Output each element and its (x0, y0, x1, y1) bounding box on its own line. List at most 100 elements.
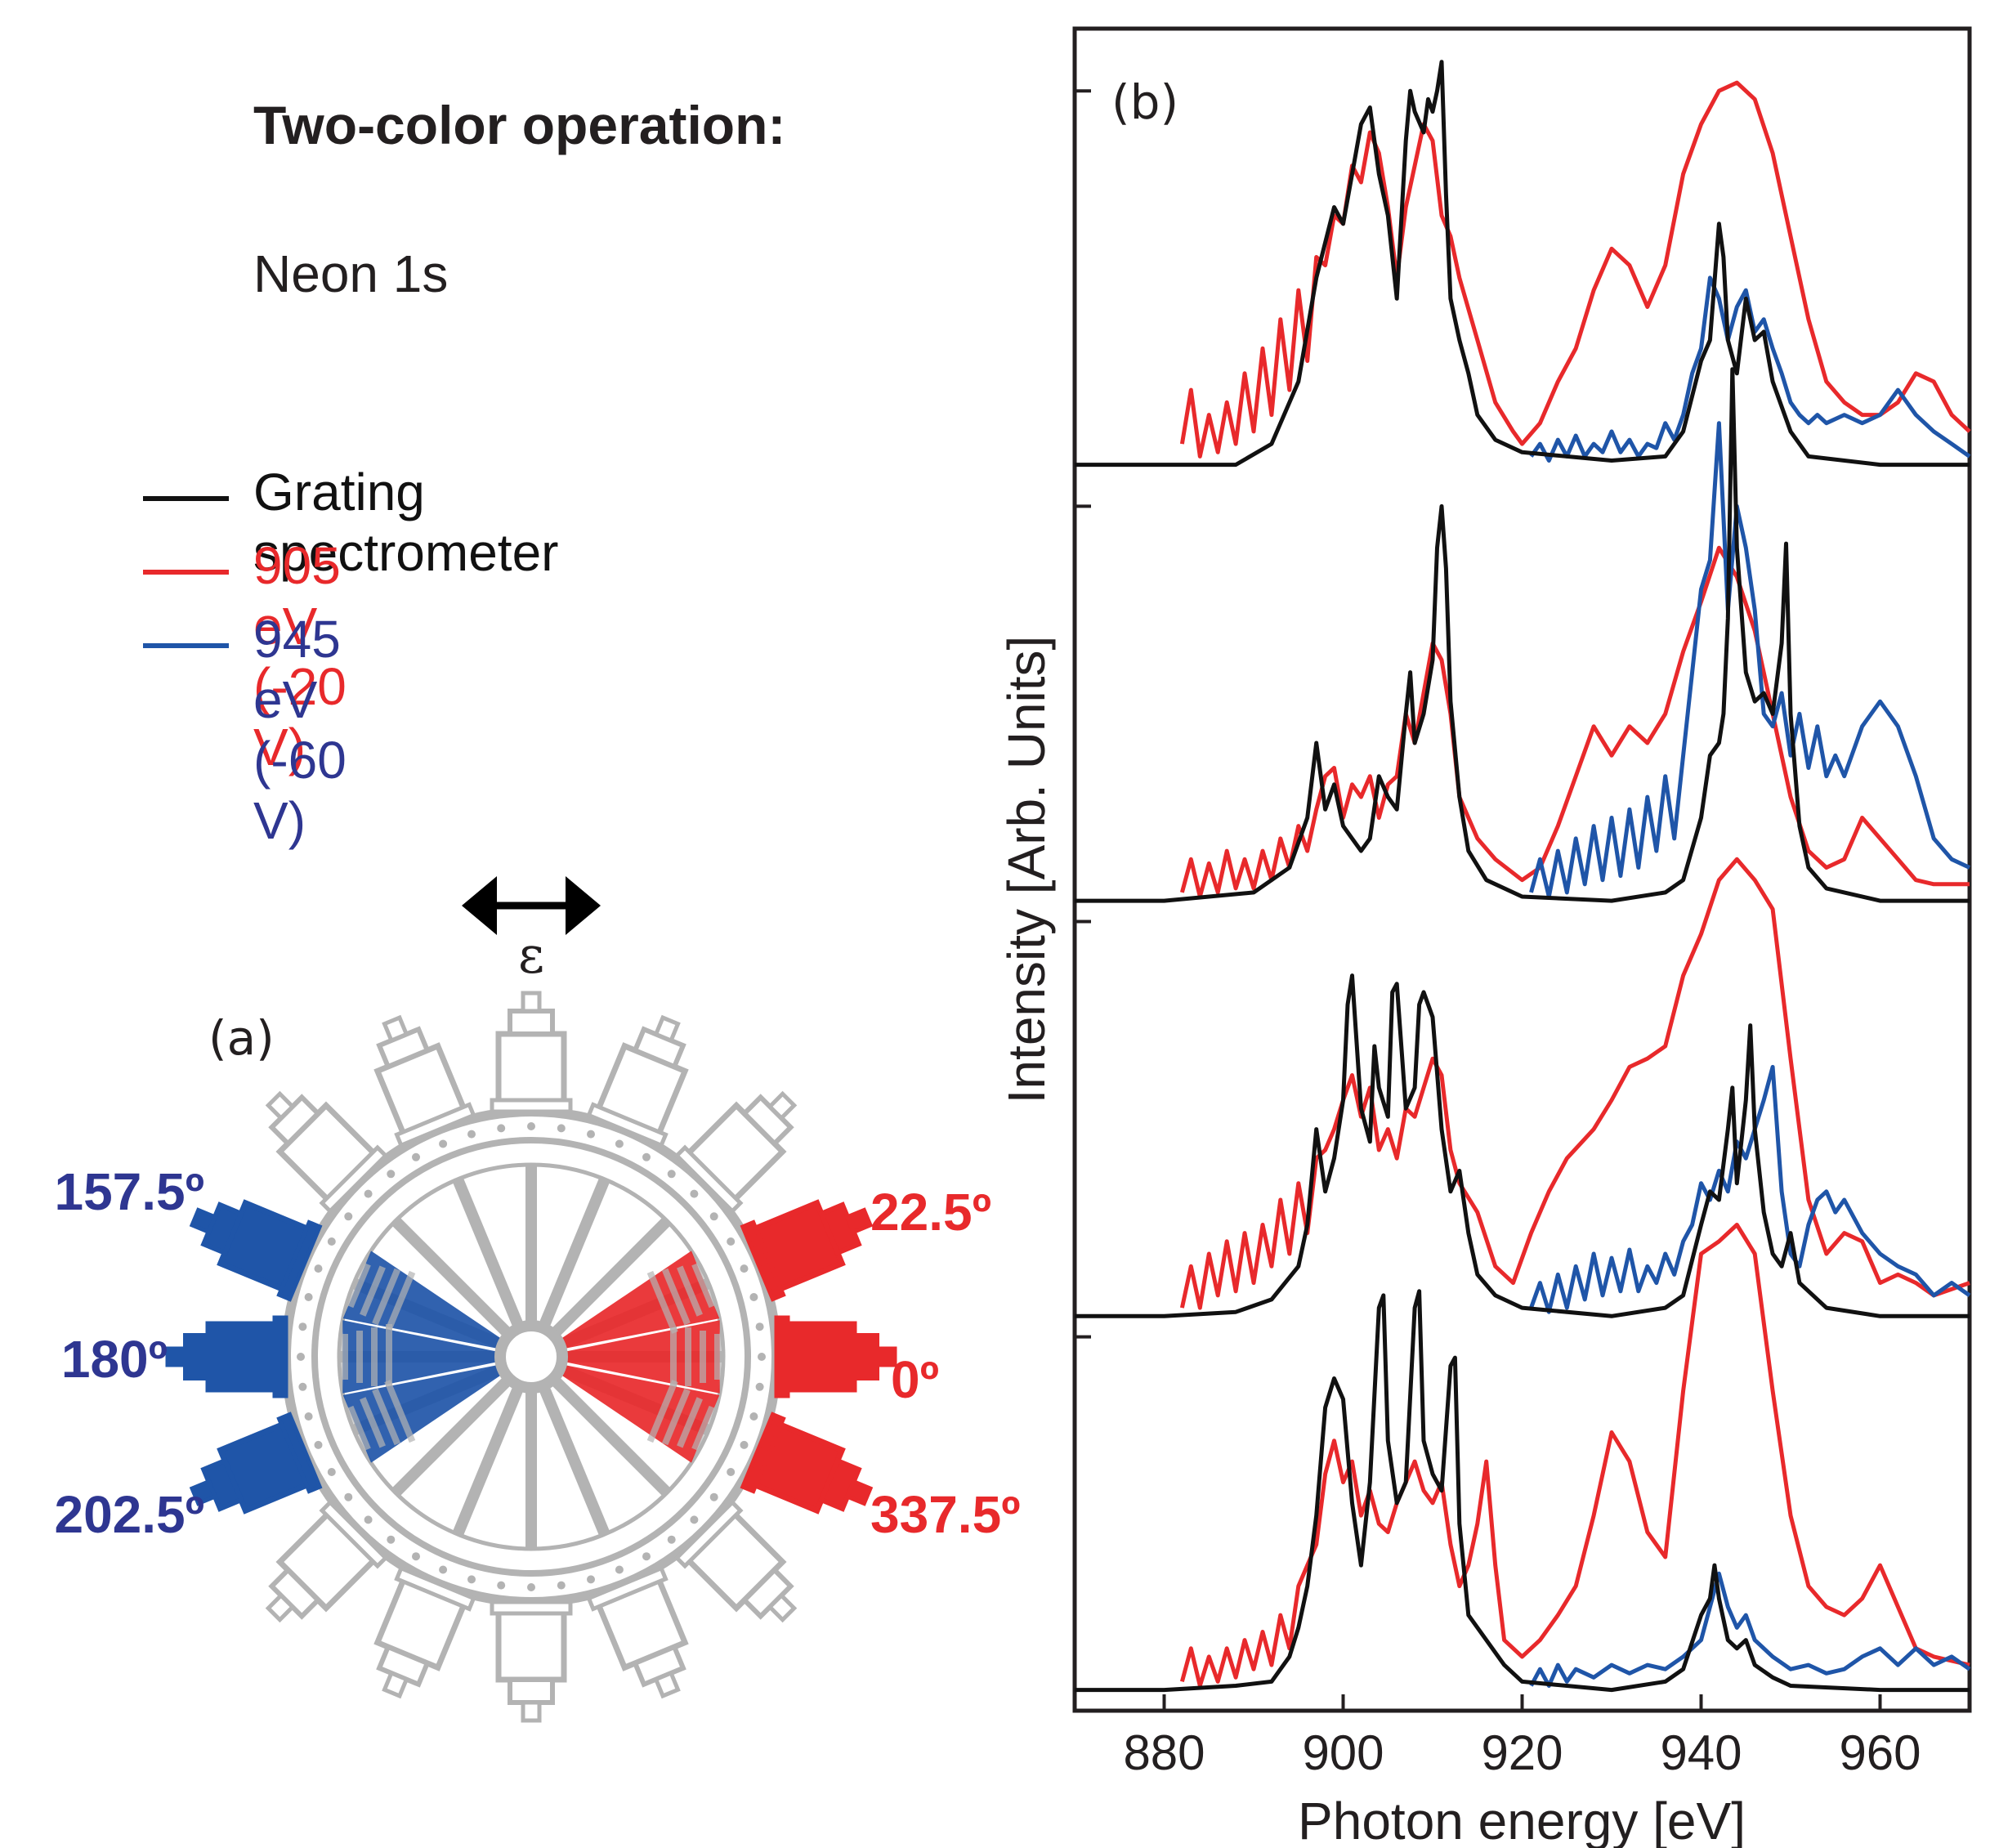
ring-bolt (387, 1535, 396, 1544)
ring-bolt (755, 1322, 764, 1331)
ring-bolt (727, 1468, 736, 1476)
ring-bolt (412, 1152, 420, 1161)
spoke (550, 1376, 672, 1497)
ring-bolt (615, 1139, 624, 1148)
flange-connector (265, 1090, 296, 1121)
flange-plate (276, 1219, 323, 1302)
wedge-detail (384, 1270, 416, 1334)
flange-connector (521, 991, 542, 1013)
detector-22-5 (559, 1199, 874, 1350)
detector-0 (564, 1315, 897, 1398)
ring-bolt (527, 1122, 535, 1130)
ring-bolt (527, 1583, 535, 1591)
ring-bolt (690, 1189, 699, 1198)
wedge-detail (371, 1327, 378, 1386)
flange-connector (653, 1014, 681, 1044)
series-line (1075, 973, 1970, 1318)
wedge-detail (372, 1388, 401, 1446)
ring-bolt (467, 1130, 476, 1139)
chart-panel-label: (b) (1111, 74, 1178, 130)
flange-plate (319, 1499, 389, 1569)
flange-connector (767, 1090, 798, 1121)
spectrum-panel-3 (1075, 857, 1971, 1318)
flange-plate (740, 1412, 786, 1494)
flange-plate (740, 1219, 786, 1302)
ring-bolt (557, 1581, 566, 1590)
flange-connector (382, 1014, 409, 1044)
ring-bolt (327, 1468, 336, 1476)
flange-plate (272, 1315, 288, 1398)
spoke (452, 1177, 525, 1329)
series-line (1075, 1289, 1970, 1693)
flange-connector (382, 1670, 409, 1699)
series-line (1179, 545, 1970, 899)
detector-wedge (559, 1251, 720, 1349)
wedge-detail (347, 1405, 371, 1451)
angle-label-337-5: 337.5º (870, 1485, 1021, 1544)
flange-plate (490, 1098, 573, 1114)
x-tick-label: 960 (1839, 1725, 1921, 1780)
ring-bolt (344, 1212, 353, 1221)
wedge-detail (714, 1334, 721, 1380)
wedge-detail (646, 1380, 678, 1443)
flange-connector (265, 1592, 296, 1623)
detector-wedge (342, 1364, 503, 1463)
ring-bolt (667, 1535, 676, 1544)
legend-label-grating: Grating spectrometer (253, 463, 559, 582)
ring-bolt (297, 1353, 305, 1361)
ring-bolt (439, 1139, 448, 1148)
flange-plate (394, 1565, 476, 1612)
ring-bolt (467, 1575, 476, 1584)
series-line (1075, 367, 1970, 903)
legend-label-945: 945 eV (-60 V) (253, 610, 347, 850)
y-axis-ticks (1075, 89, 1091, 1339)
spectrum-panel-2 (1075, 367, 1971, 903)
detector-ring-diagram: (a) ε 157.5º 180º 202.5º 22.5º 0º 337.5º (54, 876, 1021, 1723)
angle-label-157-5: 157.5º (54, 1162, 204, 1221)
ring-bolt (298, 1322, 307, 1331)
series-line (1179, 1223, 1970, 1688)
series-line (1529, 275, 1971, 463)
spoke (391, 1216, 512, 1338)
wedge-detail (360, 1265, 386, 1317)
wedge-detail (691, 1263, 716, 1309)
inner-ring (311, 1137, 751, 1577)
figure-title: Two-color operation: (253, 95, 786, 155)
angle-label-22-5: 22.5º (870, 1183, 991, 1242)
angle-label-202-5: 202.5º (54, 1485, 204, 1544)
wedge-detail (356, 1331, 363, 1383)
spectrum-panel-4 (1075, 1223, 1971, 1693)
wedge-detail (677, 1397, 703, 1448)
ring-bolt (344, 1492, 353, 1501)
flange-plate (673, 1499, 744, 1569)
x-tick-label: 920 (1481, 1725, 1563, 1780)
detector-67-5 (538, 1014, 689, 1329)
detector-270 (490, 1389, 573, 1723)
ring-bolt (587, 1575, 595, 1584)
detector-337-5 (559, 1363, 874, 1515)
wedge-detail (700, 1331, 706, 1383)
detector-180 (165, 1315, 499, 1398)
wedge-detail (347, 1263, 371, 1309)
detector-157-5 (189, 1199, 503, 1350)
series-line (1179, 857, 1970, 1310)
ring-bolt (497, 1581, 506, 1590)
flange-connector (521, 1700, 542, 1723)
ring-bolt (740, 1264, 749, 1273)
flange-plate (586, 1565, 669, 1612)
y-axis-label: Intensity [Arb. Units] (997, 636, 1056, 1104)
ring-bolt (642, 1552, 651, 1561)
center-hub (494, 1320, 568, 1394)
ring-bolt (749, 1412, 758, 1421)
detector-90 (490, 991, 573, 1324)
flange-connector (844, 1479, 874, 1506)
ring-bolt (667, 1170, 676, 1179)
ring-bolt (314, 1440, 323, 1449)
spoke (538, 1385, 610, 1537)
ring-bolt (497, 1124, 506, 1133)
legend-swatch-945 (143, 643, 229, 648)
spoke (452, 1385, 525, 1537)
spoke (525, 1389, 537, 1549)
ring-bolt (755, 1382, 764, 1391)
